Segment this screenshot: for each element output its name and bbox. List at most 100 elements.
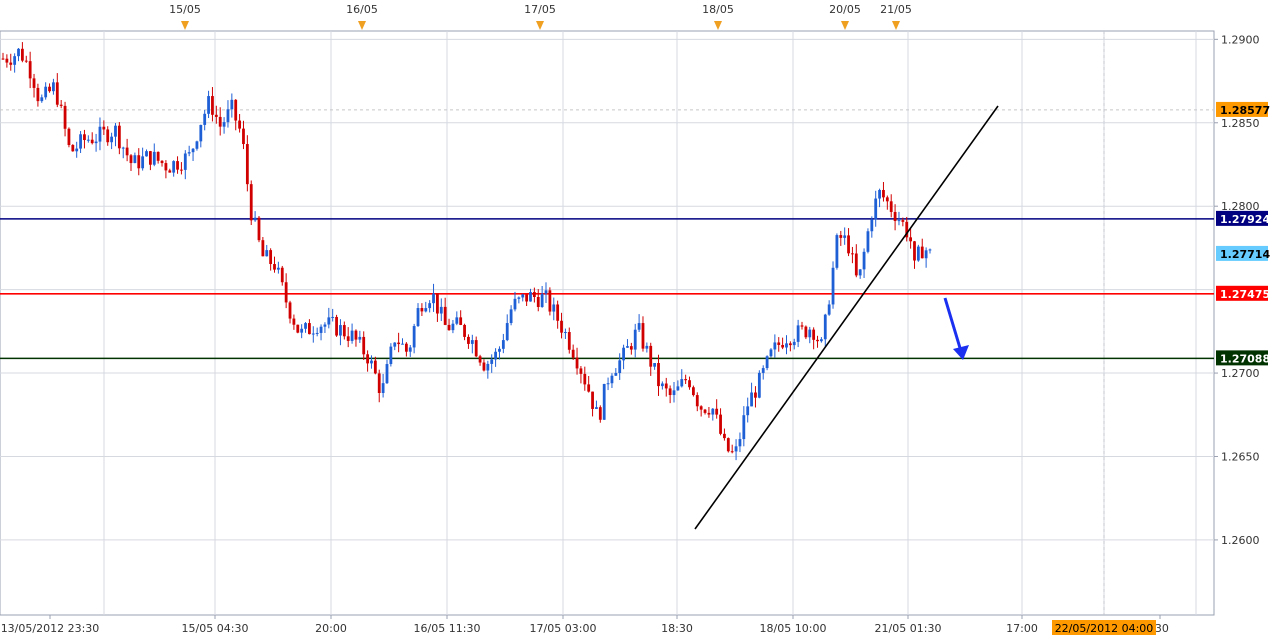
candle-body: [296, 324, 300, 333]
candle: [695, 392, 699, 412]
y-tick-label: 1.2850: [1221, 117, 1260, 130]
candle: [412, 323, 416, 354]
candle: [525, 294, 529, 307]
candle-body: [785, 343, 788, 348]
resistance-box: [1216, 210, 1268, 226]
candle-body: [24, 60, 28, 62]
candle-body: [598, 407, 602, 420]
candle-body: [389, 346, 393, 365]
candle-body: [13, 56, 17, 65]
candle-body: [711, 408, 715, 415]
candle: [851, 246, 854, 264]
candle-body: [676, 386, 680, 391]
candle-body: [571, 349, 575, 358]
candle-body: [866, 231, 870, 252]
candle-body: [323, 324, 327, 327]
candle: [583, 366, 587, 391]
candle-body: [269, 250, 273, 265]
candle: [486, 360, 490, 379]
candle-body: [536, 296, 540, 307]
candle: [622, 344, 625, 370]
candle-body: [102, 126, 106, 130]
candle-body: [924, 250, 928, 259]
candle-body: [761, 368, 765, 373]
candle-body: [164, 163, 168, 171]
candle-body: [509, 309, 513, 324]
candle-body: [548, 290, 552, 312]
candle-body: [703, 409, 707, 413]
candle: [668, 385, 672, 404]
candle-body: [273, 264, 276, 270]
candle-body: [874, 198, 878, 220]
candle-body: [707, 412, 711, 415]
candle-body: [575, 357, 579, 369]
candle-body: [199, 124, 203, 142]
candle: [680, 369, 684, 388]
candle: [889, 194, 893, 218]
candle-body: [552, 304, 556, 312]
candle: [28, 51, 32, 89]
candle-body: [327, 317, 331, 325]
candle-body: [560, 320, 563, 333]
candle-body: [439, 306, 443, 314]
candle-body: [156, 151, 160, 161]
candle: [420, 303, 424, 316]
candle-body: [854, 253, 858, 276]
candle-body: [381, 383, 385, 393]
candle-body: [668, 388, 672, 396]
candle: [230, 93, 234, 118]
candle: [242, 120, 245, 150]
candle: [835, 233, 839, 270]
candle-body: [595, 407, 598, 409]
candle-body: [308, 323, 311, 335]
candle-body: [591, 391, 594, 409]
candle-body: [335, 316, 338, 336]
candle-body: [788, 343, 792, 346]
current-price-label: 1.27714: [1220, 248, 1270, 261]
candle-body: [145, 151, 148, 157]
candle-body: [152, 151, 156, 165]
candle-body: [339, 325, 342, 336]
candle-body: [79, 134, 82, 149]
candle: [870, 216, 874, 238]
candle: [176, 156, 179, 174]
candle-body: [195, 141, 199, 149]
candle: [55, 73, 59, 108]
candle-body: [52, 82, 55, 92]
candle: [544, 282, 548, 303]
candle: [641, 316, 645, 352]
candle: [575, 347, 579, 375]
candle: [738, 432, 742, 453]
candle-body: [905, 221, 909, 238]
candle-body: [253, 217, 257, 221]
candle: [385, 359, 389, 385]
candle: [909, 227, 913, 249]
candle: [901, 217, 905, 227]
top-date-marker: [536, 21, 544, 30]
top-date-label: 15/05: [169, 3, 201, 16]
candle-body: [230, 99, 234, 110]
candle: [319, 324, 323, 341]
candle-body: [769, 349, 773, 357]
candle-body: [420, 308, 424, 312]
candle-body: [583, 373, 587, 385]
candle-body: [695, 395, 699, 407]
candle-body: [117, 125, 121, 149]
candle-body: [808, 329, 812, 338]
candle-body: [699, 406, 703, 410]
candle: [719, 408, 722, 436]
candle: [13, 53, 17, 73]
candle-body: [800, 325, 804, 327]
candle-body: [183, 153, 187, 170]
candle-body: [532, 292, 536, 297]
candle-body: [385, 364, 389, 384]
candle: [893, 204, 897, 231]
candle: [276, 261, 280, 274]
candle: [121, 146, 125, 159]
candle: [746, 397, 750, 423]
y-tick-label: 1.2700: [1221, 367, 1260, 380]
y-tick-label: 1.2900: [1221, 33, 1260, 46]
candle: [920, 238, 924, 259]
candle-body: [827, 304, 831, 315]
top-date-marker: [892, 21, 900, 30]
